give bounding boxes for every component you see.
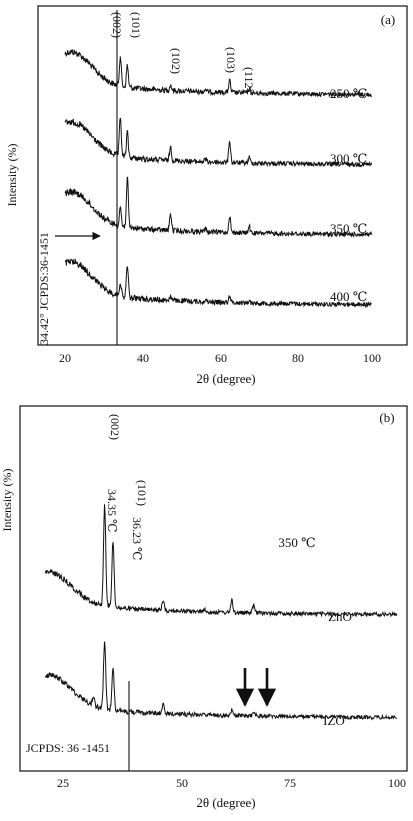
panel-a-peak-label-101: (101) [129,12,143,38]
panel-a-peak-label-103: (103) [224,47,238,73]
panel-b-reference-label: JCPDS: 36 -1451 [26,741,110,755]
xrd-trace-400 [65,257,372,309]
panel-a-plot-frame [37,5,408,346]
panel-b-condition-annotation: 350 ℃ [278,535,315,550]
xrd-trace-250 [64,49,373,98]
panel-a-reference-label: 34.42° JCPDS:36-1451 [37,232,51,345]
panel-a-series-label-300: 300 ℃ [330,151,367,166]
xrd-trace-350 [64,176,373,238]
panel-a-series-labels: 250 ℃ 300 ℃ 350 ℃ 400 ℃ [330,86,367,304]
panel-a-x-tick-label: 100 [363,351,381,365]
panel-b-x-tick-label: 50 [176,776,188,790]
panel-a-label: (a) [381,12,395,27]
xrd-trace-300 [64,117,373,168]
xrd-trace-izo [44,641,398,721]
panel-b-x-tick-label: 100 [388,776,406,790]
panel-a-x-tick-label: 60 [215,351,227,365]
panel-a-x-tick-label: 40 [137,351,149,365]
panel-b-peak-angle-36-23: 36.23 ℃ [130,517,144,560]
panel-a-y-axis-label: Intensity (%) [5,144,19,207]
panel-b-x-axis-label: 2θ (degree) [196,795,255,810]
panel-a-series-label-350: 350 ℃ [330,221,367,236]
panel-a-peak-label-102: (102) [169,48,183,74]
panel-b-plot-frame [19,405,408,772]
panel-a-peak-label-112: (112) [242,67,256,93]
panel-a-x-ticks: 20 40 60 80 100 [59,351,381,365]
panel-b-y-axis-label: Intensity (%) [0,469,14,532]
panel-a-x-axis-label: 2θ (degree) [196,371,255,386]
panel-b-x-ticks: 25 50 75 100 [57,776,406,790]
panel-a-peak-labels: (002) (101) (102) (103) (112) [110,12,256,93]
panel-b-peak-arrows [235,668,277,707]
xrd-trace-zno [44,504,398,618]
panel-a-x-tick-label: 80 [292,351,304,365]
panel-a-series-label-400: 400 ℃ [330,289,367,304]
panel-a: (a) Intensity (%) 2θ (degree) 20 40 60 8… [5,5,408,386]
panel-b-series-labels: ZnO IZO [323,609,352,728]
panel-b-peak-label-002: (002) [108,414,122,440]
panel-b-series-label-zno: ZnO [328,609,352,624]
panel-b: (b) Intensity (%) 2θ (degree) 25 50 75 1… [0,405,408,810]
panel-b-peak-angle-34-35: 34.35 ℃ [105,489,119,532]
panel-b-label: (b) [379,410,394,425]
panel-b-x-tick-label: 25 [57,776,69,790]
panel-a-traces [64,49,373,309]
panel-b-peak-label-101: (101) [135,480,149,506]
panel-a-x-tick-label: 20 [59,351,71,365]
panel-b-x-tick-label: 75 [284,776,296,790]
panel-b-traces [44,504,398,721]
panel-a-series-label-250: 250 ℃ [330,86,367,101]
